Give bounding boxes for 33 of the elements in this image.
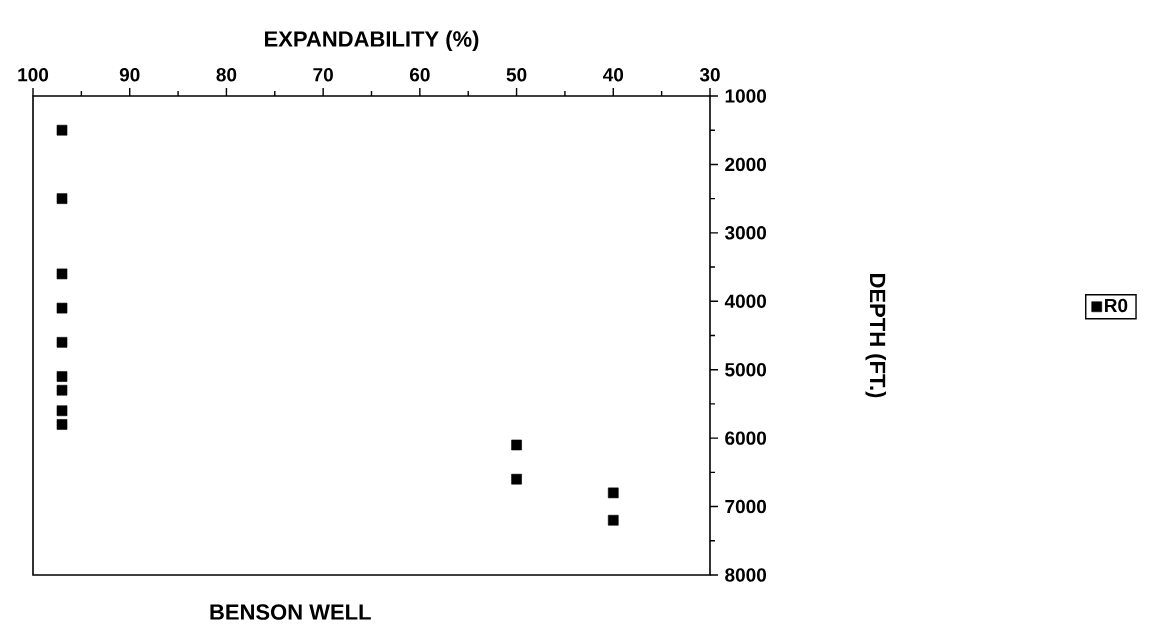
x-tick-label: 80 xyxy=(216,68,237,82)
y-tick-label: 2000 xyxy=(725,157,766,172)
point xyxy=(511,473,522,485)
x-tick-label: 100 xyxy=(18,68,49,82)
point xyxy=(56,268,68,280)
x-tick-label: 50 xyxy=(506,68,527,82)
y-tick-label: 5000 xyxy=(725,362,766,377)
text: BENSON WELL xyxy=(210,604,371,620)
x-tick-label: 40 xyxy=(602,68,624,82)
x-tick-label: 60 xyxy=(409,68,430,82)
point xyxy=(56,371,68,382)
y-tick-label: 6000 xyxy=(725,431,766,445)
point xyxy=(607,487,619,499)
point xyxy=(56,193,68,204)
point xyxy=(56,124,68,136)
y-tick-label: 1000 xyxy=(725,89,766,103)
y-tick-label: 4000 xyxy=(724,294,766,309)
x-tick-label: 70 xyxy=(313,68,333,82)
legend-label: R0 xyxy=(1105,298,1128,313)
point xyxy=(56,419,68,430)
point xyxy=(56,337,68,348)
point xyxy=(511,439,522,451)
point xyxy=(607,514,619,526)
y-tick-label: 3000 xyxy=(724,226,766,240)
y-axis-title: DEPTH (FT.) xyxy=(865,274,886,398)
point xyxy=(56,384,68,396)
y-tick-label: 8000 xyxy=(725,568,766,582)
point xyxy=(56,302,68,314)
point xyxy=(56,405,68,417)
x-axis-title: EXPANDABILITY (%) xyxy=(265,30,479,52)
x-tick-label: 30 xyxy=(699,67,720,82)
x-tick-label: 90 xyxy=(119,68,140,82)
y-tick-label: 7000 xyxy=(725,499,766,514)
